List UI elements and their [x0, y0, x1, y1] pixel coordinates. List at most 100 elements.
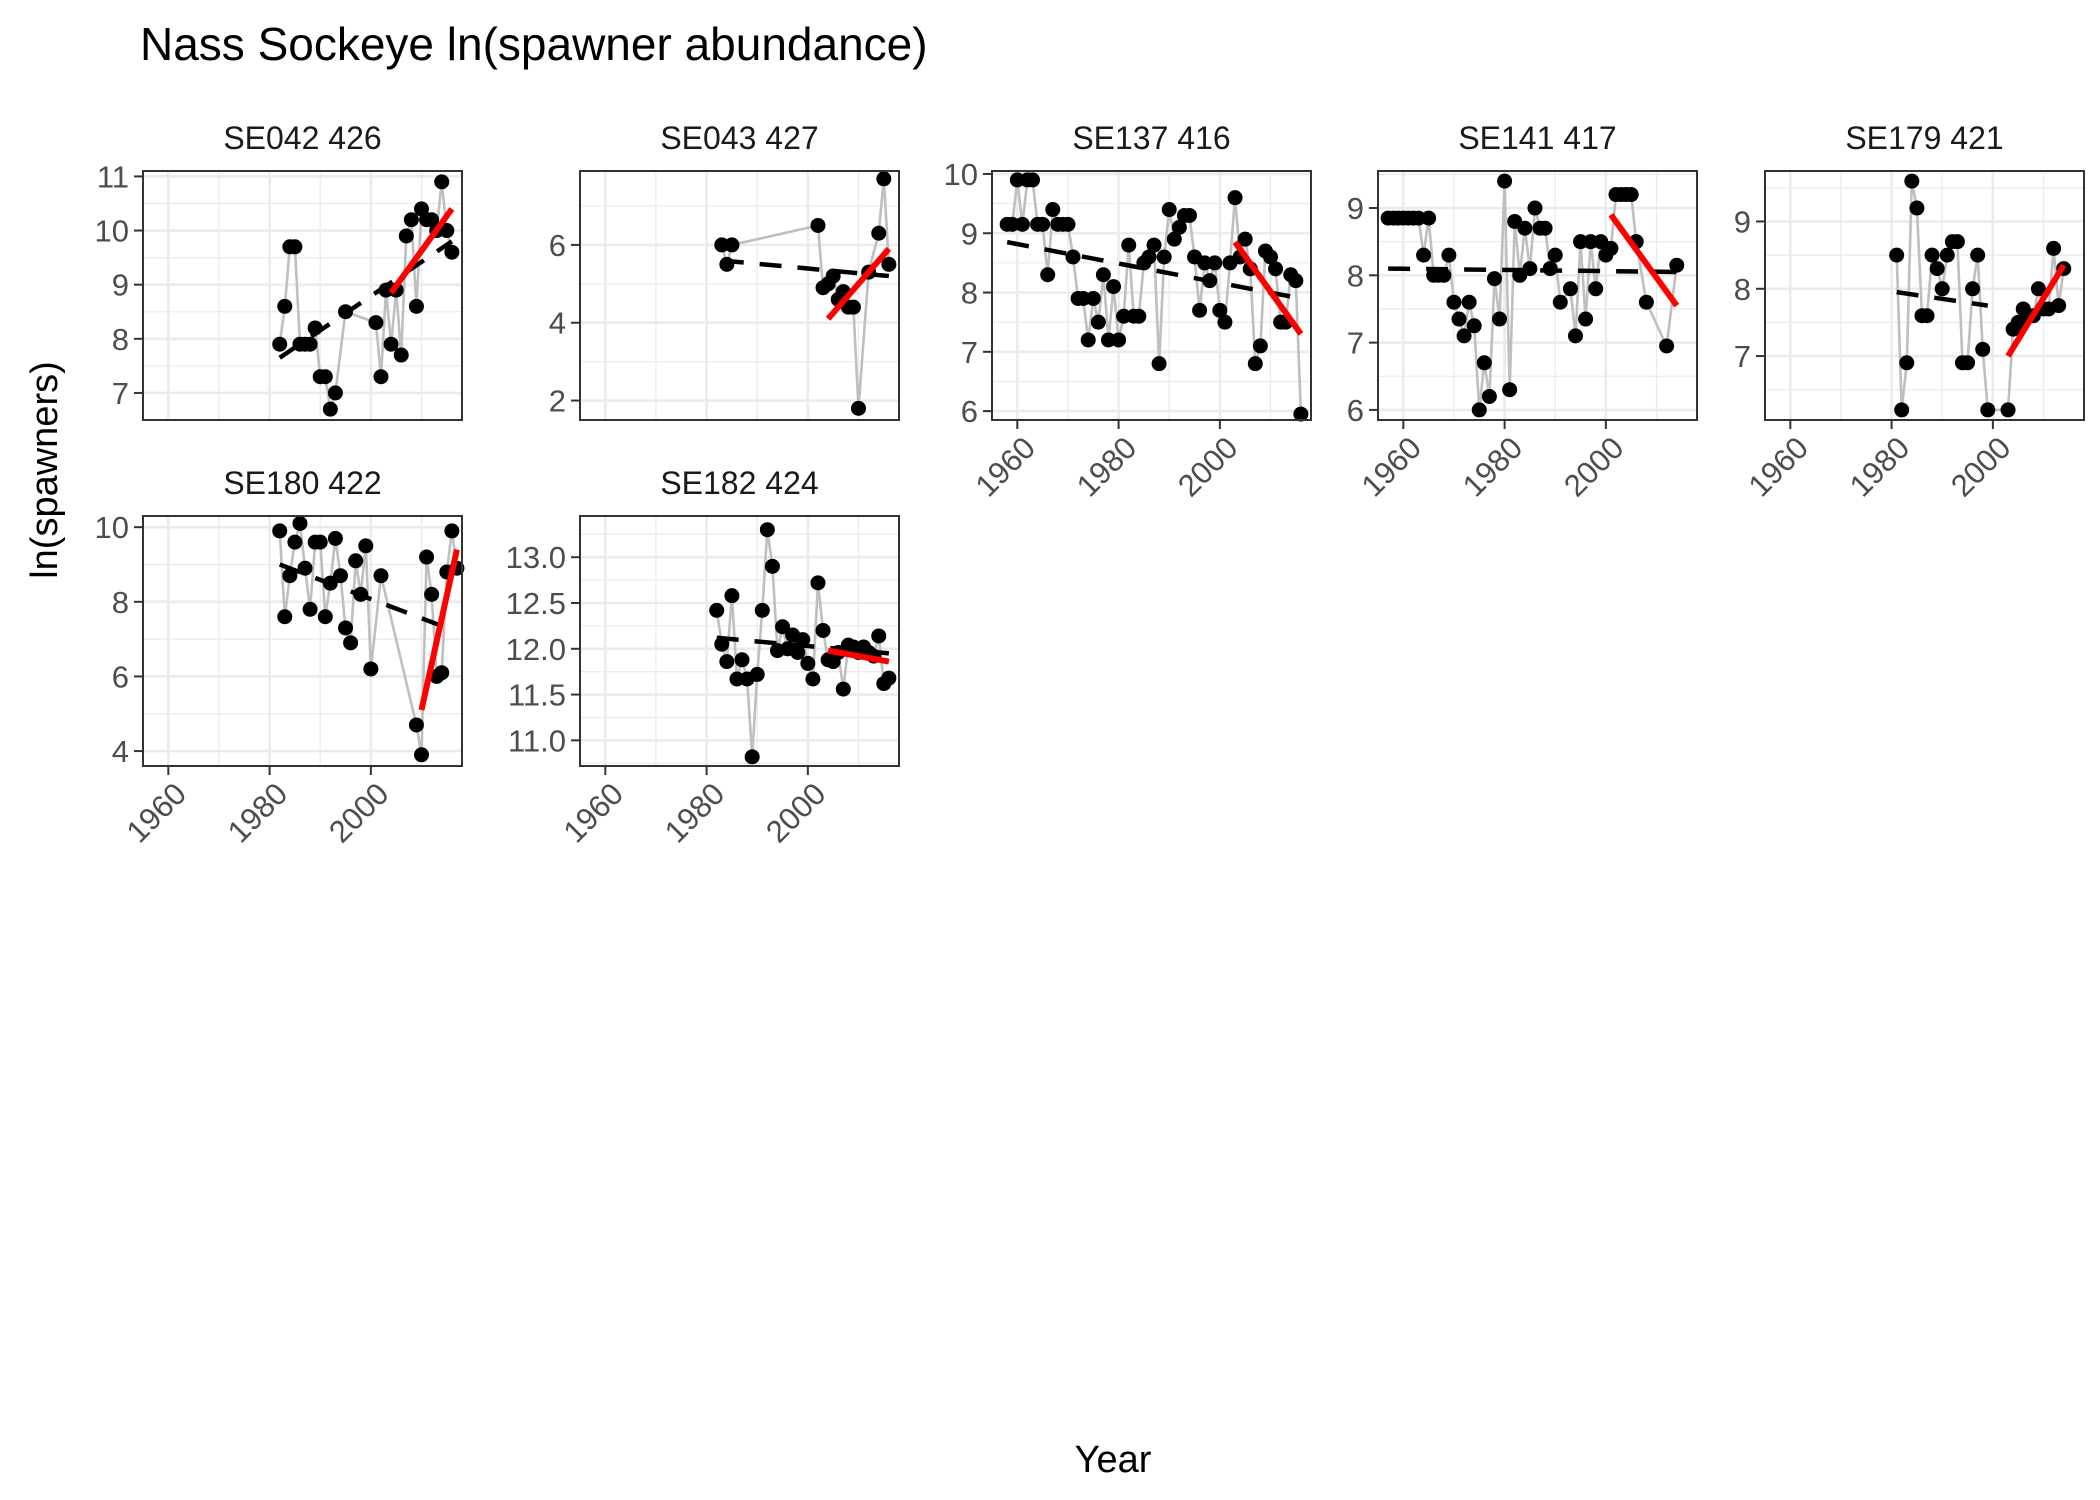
- x-tick-label: 2000: [1944, 430, 2018, 504]
- data-point: [1537, 220, 1553, 236]
- data-point: [1939, 247, 1955, 263]
- data-point: [398, 228, 414, 244]
- data-point: [1262, 249, 1278, 265]
- data-point: [1227, 190, 1243, 206]
- data-point: [1035, 216, 1051, 232]
- data-point: [1924, 247, 1940, 263]
- data-point: [815, 622, 831, 638]
- long-term-trend-line: [278, 562, 458, 634]
- y-tick-label: 7: [961, 335, 978, 370]
- facet-strip-label: SE137 416: [1072, 120, 1230, 156]
- data-point: [800, 655, 816, 671]
- data-point: [1212, 302, 1228, 318]
- y-tick-label: 12.5: [506, 586, 566, 621]
- y-tick-label: 10: [95, 214, 129, 249]
- data-point: [1552, 294, 1568, 310]
- data-point: [1014, 216, 1030, 232]
- data-point: [1603, 240, 1619, 256]
- data-point: [1207, 255, 1223, 271]
- data-point: [1111, 332, 1127, 348]
- data-point: [1293, 406, 1309, 422]
- data-point: [1161, 202, 1177, 218]
- y-tick-label: 6: [1347, 393, 1364, 428]
- panel-background: [1765, 171, 2084, 420]
- data-point: [1461, 294, 1477, 310]
- data-point: [439, 223, 455, 239]
- y-tick-label: 7: [1347, 326, 1364, 361]
- panel-border: [142, 170, 463, 421]
- data-point: [1416, 247, 1432, 263]
- data-point: [790, 644, 806, 660]
- data-point: [1567, 328, 1583, 344]
- data-point: [1085, 290, 1101, 306]
- y-tick-label: 11.0: [508, 723, 566, 758]
- data-point: [871, 628, 887, 644]
- data-point: [1268, 261, 1284, 277]
- y-tick-label: 9: [1734, 204, 1751, 239]
- data-point: [1547, 247, 1563, 263]
- data-point: [835, 681, 851, 697]
- facet-panels: SE042 426 7 8 9 10 11 SE043 427 2 4 6 SE137 416 6 7 8…: [95, 120, 2085, 850]
- data-point: [383, 336, 399, 352]
- data-point: [1894, 402, 1910, 418]
- data-point: [1669, 257, 1685, 273]
- data-point: [1065, 249, 1081, 265]
- facet-strip-label: SE042 426: [223, 120, 381, 156]
- long-term-trend-line: [278, 239, 454, 360]
- data-point: [795, 632, 811, 648]
- data-point: [1421, 210, 1437, 226]
- recent-trend-line: [418, 548, 460, 711]
- y-tick-label: 7: [1734, 339, 1751, 374]
- data-point: [1980, 402, 1996, 418]
- data-point: [338, 620, 354, 636]
- long-term-trend-line: [1896, 289, 1989, 308]
- y-tick-label: 8: [112, 322, 129, 357]
- data-point: [332, 568, 348, 584]
- panel-se042: SE042 426 7 8 9 10 11: [95, 120, 463, 421]
- data-point: [714, 636, 730, 652]
- x-tick-label: 1960: [969, 430, 1043, 504]
- y-axis-title: ln(spawners): [24, 361, 66, 579]
- data-point: [1934, 281, 1950, 297]
- data-point: [277, 298, 293, 314]
- data-point: [424, 586, 440, 602]
- data-point: [282, 568, 298, 584]
- panel-se137: SE137 416 6 7 8 9 10 1960 1980 2000: [944, 120, 1312, 504]
- y-tick-label: 9: [961, 216, 978, 251]
- data-point: [810, 575, 826, 591]
- data-point: [1522, 261, 1538, 277]
- y-tick-label: 9: [112, 268, 129, 303]
- data-point: [749, 666, 765, 682]
- data-point: [764, 558, 780, 574]
- data-point: [343, 635, 359, 651]
- data-point: [348, 553, 364, 569]
- data-point: [1151, 356, 1167, 372]
- data-point: [1949, 234, 1965, 250]
- data-point: [1288, 273, 1304, 289]
- data-point: [1929, 261, 1945, 277]
- y-tick-label: 8: [112, 585, 129, 620]
- y-tick-label: 10: [95, 510, 129, 545]
- panel-border: [579, 515, 900, 767]
- data-point: [1166, 231, 1182, 247]
- data-point: [759, 522, 775, 538]
- panel-border: [142, 515, 463, 767]
- data-point: [1247, 356, 1263, 372]
- panel-se180: SE180 422 4 6 8 10 1960 1980 2000: [95, 465, 465, 850]
- y-tick-label: 4: [112, 734, 129, 769]
- data-point: [287, 239, 303, 255]
- data-point: [1040, 267, 1056, 283]
- data-point: [1217, 314, 1233, 330]
- data-point: [1141, 249, 1157, 265]
- panel-se043: SE043 427 2 4 6: [549, 120, 900, 421]
- x-tick-label: 1980: [658, 776, 732, 850]
- facet-strip-label: SE180 422: [223, 465, 381, 501]
- y-tick-label: 10: [944, 157, 978, 192]
- x-tick-label: 1960: [557, 776, 631, 850]
- data-point: [1156, 249, 1172, 265]
- y-tick-label: 8: [961, 276, 978, 311]
- data-point: [1970, 247, 1986, 263]
- data-point: [444, 244, 460, 260]
- x-tick-label: 1980: [221, 776, 295, 850]
- x-tick-label: 2000: [322, 776, 396, 850]
